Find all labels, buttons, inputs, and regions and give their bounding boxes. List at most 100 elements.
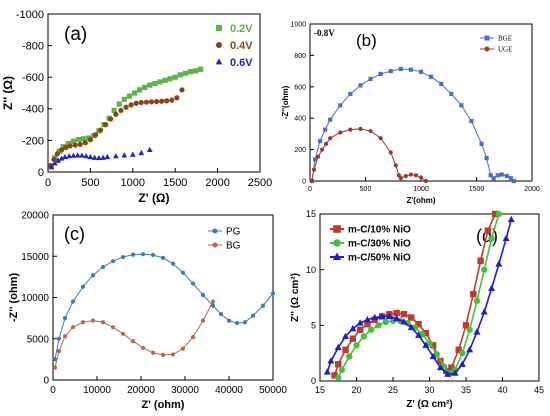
panel-c-data-point	[160, 255, 166, 260]
panel-c-legend-marker	[212, 242, 218, 248]
panel-b-xtick-label: 0	[308, 186, 312, 193]
panel-d-data-point	[335, 361, 342, 368]
panel-a-data-point	[108, 116, 114, 122]
panel-b-data-point	[338, 103, 343, 108]
panel-c-xtick-label: 40000	[215, 385, 243, 396]
panel-d-data-point	[451, 369, 459, 376]
panel-a-data-point	[51, 160, 58, 166]
panel-a-data-point	[177, 72, 183, 78]
panel-b-xtick-label: 1500	[469, 186, 485, 193]
panel-c-data-point	[190, 335, 196, 340]
panel-c-legend-marker	[212, 228, 218, 234]
panel-b-data-point	[484, 156, 489, 161]
panel-a-data-point	[60, 144, 66, 150]
panel-b-xtick-label: 2000	[524, 186, 540, 193]
panel-d-data-point	[363, 315, 371, 323]
panel-a-data-point	[100, 154, 106, 160]
panel-d-ytick-label: 10	[306, 265, 316, 275]
panel-b-data-point	[508, 176, 513, 181]
panel-d-data-point	[458, 360, 466, 367]
panel-b-data-point	[393, 163, 398, 168]
panel-c-data-point	[120, 331, 126, 336]
panel-a-legend-label: 0.6V	[230, 57, 253, 69]
panel-a-ytick-label: -400	[22, 104, 44, 116]
panel-a-data-point	[133, 100, 139, 106]
panel-d-data-point	[367, 326, 375, 333]
panel-d-data-point	[455, 346, 462, 354]
panel-a-data-point	[87, 137, 93, 143]
panel-a-data-point	[63, 144, 69, 151]
panel-d-data-point	[495, 210, 503, 218]
panel-a-xtick-label: 1000	[121, 177, 145, 189]
panel-c-xtick-label: 10000	[83, 385, 111, 396]
panel-c-ytick-label: 20000	[21, 211, 49, 222]
panel-c-data-point	[90, 273, 96, 278]
panel-d-data-point	[334, 343, 342, 351]
panel-a-data-point	[74, 152, 81, 158]
panel-d-data-point	[488, 235, 495, 242]
panel-a-data-point	[131, 90, 138, 96]
panel-b-data-point	[378, 136, 383, 141]
panel-b-data-point	[511, 178, 516, 184]
panel-d-data-point	[473, 297, 481, 305]
panel-b-annotation: -0.8V	[314, 28, 335, 38]
panel-c-xtick-label: 20000	[127, 385, 155, 396]
panel-a-legend-marker	[216, 42, 222, 48]
panel-a-data-point	[148, 99, 155, 105]
panel-a-data-point	[143, 99, 149, 105]
panel-c-data-point	[130, 339, 136, 344]
panel-d-ytick-label: 15	[306, 209, 316, 219]
panel-b-data-point	[348, 91, 353, 97]
panel-c-data-point	[210, 299, 216, 304]
panel-b-y-axis-label: -Z''(ohm)	[281, 85, 290, 119]
panel-c-data-point	[170, 352, 176, 357]
panel-a-data-point	[147, 82, 153, 88]
panel-d-data-point	[393, 314, 401, 322]
panel-a-data-point	[82, 140, 88, 146]
panel-a-data-point	[55, 157, 62, 163]
panel-a-data-point	[79, 152, 85, 158]
panel-b-series-line	[311, 68, 515, 182]
panel-a-data-point	[65, 140, 71, 147]
panel-d-data-point	[443, 367, 450, 375]
panel-c-data-point	[110, 325, 116, 330]
panel-c-data-point	[160, 352, 166, 357]
panel-a-data-point	[66, 153, 73, 159]
panel-d-data-point	[375, 322, 382, 329]
panel-d-data-point	[470, 290, 477, 298]
panel-c-ytick-label: 5000	[27, 334, 50, 345]
panel-c-xtick-label: 50000	[259, 385, 287, 396]
panel-b-data-point	[368, 128, 373, 134]
panel-d-data-point	[408, 314, 415, 321]
panel-b-data-point	[491, 176, 496, 181]
panel-b-data-point	[439, 81, 444, 87]
panel-b-data-point	[348, 127, 353, 132]
panel-c-data-point	[180, 346, 186, 351]
panel-b-data-point	[403, 173, 408, 179]
panel-a-label: (a)	[64, 24, 87, 45]
panel-b-data-point	[368, 76, 373, 82]
panel-b-data-point	[449, 91, 454, 97]
panel-c-ytick-label: 0	[43, 376, 49, 387]
panel-b-ytick-label: 1000	[290, 21, 306, 28]
panel-a-data-point	[118, 107, 124, 113]
panel-a-data-point	[56, 148, 62, 155]
panel-c-data-point	[242, 320, 248, 325]
panel-b-data-point	[398, 66, 403, 72]
panel-a-x-axis-label: Z' (Ω)	[138, 191, 169, 205]
panel-d-data-point	[364, 321, 371, 328]
panel-d-data-point	[342, 332, 350, 340]
panel-b-ytick-label: 600	[294, 84, 306, 91]
panel-c-data-point	[110, 259, 116, 264]
panel-a-ytick-label: -200	[22, 135, 44, 147]
panel-d-data-point	[462, 322, 470, 329]
panel-a-data-point	[83, 153, 90, 159]
panel-c-data-point	[56, 349, 62, 354]
panel-c-data-point	[120, 254, 126, 260]
panel-c-data-point	[150, 350, 156, 355]
panel-b-legend-label: UGE	[498, 45, 512, 53]
panel-a-data-point	[123, 104, 129, 110]
panel-c-data-point	[140, 252, 146, 257]
panel-c-data-point	[270, 291, 276, 296]
panel-a-data-point	[77, 141, 83, 147]
